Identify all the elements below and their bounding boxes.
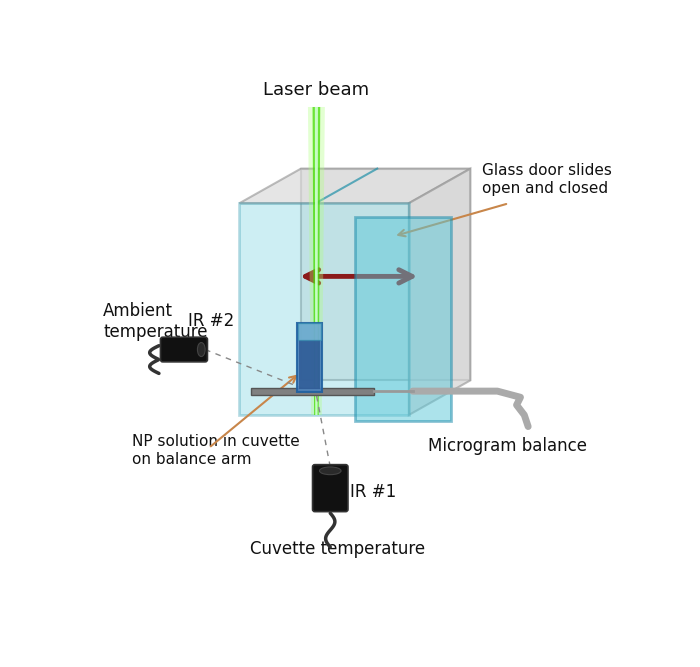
Text: Glass door slides
open and closed: Glass door slides open and closed [482, 163, 612, 195]
Bar [298, 323, 321, 340]
Polygon shape [308, 107, 325, 415]
Text: Cuvette temperature: Cuvette temperature [251, 540, 426, 558]
Bar [251, 388, 374, 395]
Text: NP solution in cuvette
on balance arm: NP solution in cuvette on balance arm [132, 434, 300, 467]
Text: Laser beam: Laser beam [263, 81, 370, 99]
Polygon shape [409, 169, 470, 415]
Bar [299, 340, 321, 389]
Bar [355, 217, 452, 421]
Polygon shape [239, 203, 409, 415]
Ellipse shape [197, 343, 205, 357]
Polygon shape [315, 107, 318, 415]
FancyBboxPatch shape [312, 465, 348, 512]
FancyBboxPatch shape [160, 338, 207, 362]
Bar [297, 323, 322, 392]
Polygon shape [312, 107, 321, 415]
Polygon shape [239, 169, 470, 203]
Ellipse shape [319, 467, 341, 475]
Text: Microgram balance: Microgram balance [428, 436, 587, 454]
Text: Ambient
temperature: Ambient temperature [103, 301, 208, 341]
Text: IR #2: IR #2 [188, 311, 234, 329]
Text: IR #1: IR #1 [349, 483, 396, 501]
Polygon shape [301, 169, 470, 380]
